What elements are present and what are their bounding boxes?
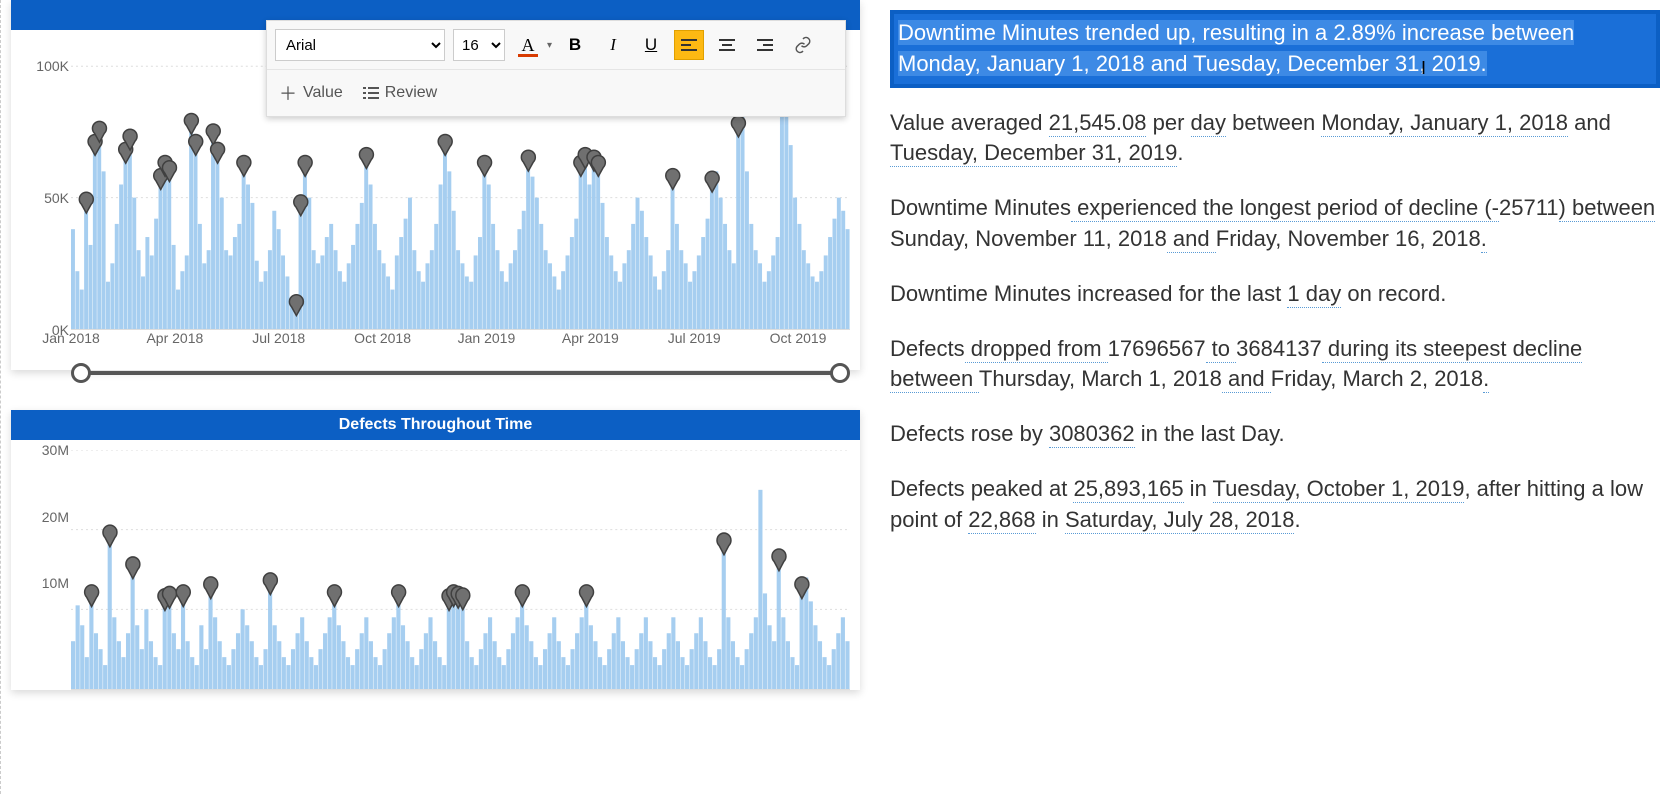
text-cursor-icon: I bbox=[1421, 56, 1426, 81]
chart2-title: Defects Throughout Time bbox=[11, 410, 860, 440]
insight-decline-period: Downtime Minutes experienced the longest… bbox=[890, 193, 1660, 255]
slider-handle-end[interactable] bbox=[830, 363, 850, 383]
add-value-button[interactable]: ＋ Value bbox=[279, 80, 343, 106]
slider-handle-start[interactable] bbox=[71, 363, 91, 383]
review-button[interactable]: Review bbox=[363, 84, 437, 102]
insights-panel: Downtime Minutes trended up, resulting i… bbox=[870, 0, 1680, 794]
chart2-plot bbox=[71, 450, 850, 690]
link-button[interactable] bbox=[788, 30, 818, 60]
insight-defects-rose: Defects rose by 3080362 in the last Day. bbox=[890, 419, 1660, 450]
insight-last-increase: Downtime Minutes increased for the last … bbox=[890, 279, 1660, 310]
bold-button[interactable]: B bbox=[560, 30, 590, 60]
chart2-y-axis: 10M20M30M bbox=[21, 450, 71, 650]
insight-avg-value: Value averaged 21,545.08 per day between… bbox=[890, 108, 1660, 170]
text-format-toolbar: Arial 16 A ▾ B I U bbox=[266, 20, 846, 117]
underline-button[interactable]: U bbox=[636, 30, 666, 60]
defects-chart-card: Defects Throughout Time 10M20M30M bbox=[11, 410, 860, 690]
time-slider[interactable] bbox=[81, 371, 840, 375]
font-color-button[interactable]: A bbox=[513, 30, 543, 60]
font-color-dropdown[interactable]: ▾ bbox=[547, 40, 552, 51]
align-center-button[interactable] bbox=[712, 30, 742, 60]
font-size-select[interactable]: 16 bbox=[453, 29, 505, 61]
charts-panel: 0K50K100K Jan 2018Apr 2018Jul 2018Oct 20… bbox=[0, 0, 870, 794]
font-family-select[interactable]: Arial bbox=[275, 29, 445, 61]
list-icon bbox=[363, 86, 379, 100]
insight-highlighted[interactable]: Downtime Minutes trended up, resulting i… bbox=[890, 10, 1660, 88]
align-right-button[interactable] bbox=[750, 30, 780, 60]
italic-button[interactable]: I bbox=[598, 30, 628, 60]
chart1-x-axis: Jan 2018Apr 2018Jul 2018Oct 2018Jan 2019… bbox=[71, 330, 850, 350]
insight-defects-drop: Defects dropped from 17696567 to 3684137… bbox=[890, 334, 1660, 396]
plus-icon: ＋ bbox=[279, 80, 297, 106]
align-left-button[interactable] bbox=[674, 30, 704, 60]
chart1-y-axis: 0K50K100K bbox=[21, 40, 71, 330]
insight-defects-peak: Defects peaked at 25,893,165 in Tuesday,… bbox=[890, 474, 1660, 536]
